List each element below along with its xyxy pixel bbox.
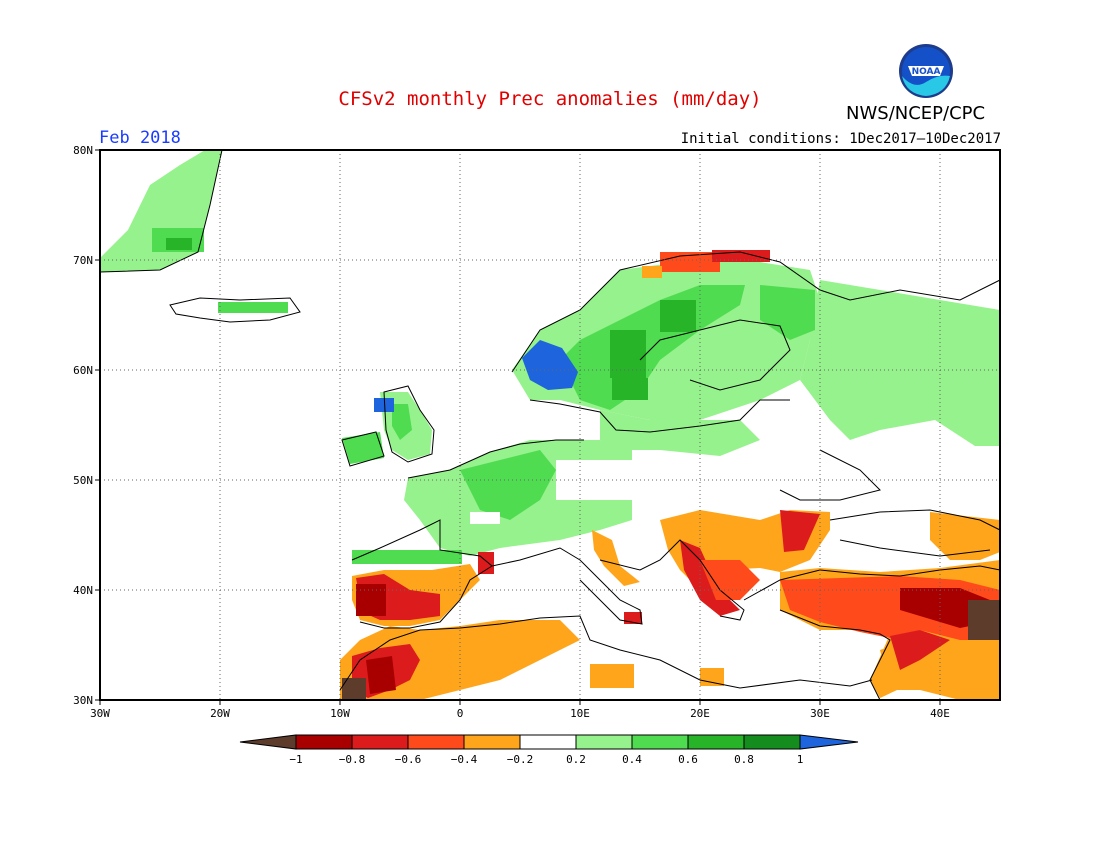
colorbar-label-1: −0.8: [339, 753, 366, 766]
lon-label-30e: 30E: [810, 707, 830, 720]
logo-text: NOAA: [912, 67, 941, 77]
colorbar-swatch-7: [631, 734, 689, 750]
lat-label-60n: 60N: [73, 364, 93, 377]
colorbar-label-0: −1: [289, 753, 302, 766]
lon-label-10e: 10E: [570, 707, 590, 720]
lat-label-80n: 80N: [73, 144, 93, 157]
colorbar-label-3: −0.4: [451, 753, 478, 766]
colorbar-swatch-0: [239, 734, 297, 750]
initial-conditions: Initial conditions: 1Dec2017–10Dec2017: [680, 131, 1001, 147]
forecast-period: Feb 2018: [99, 128, 181, 148]
lon-label-0: 0: [457, 707, 464, 720]
lon-label-40e: 40E: [930, 707, 950, 720]
colorbar-label-7: 0.6: [678, 753, 698, 766]
colorbar-label-4: −0.2: [507, 753, 534, 766]
map-frame: [99, 149, 1001, 701]
colorbar-swatch-2: [351, 734, 409, 750]
colorbar-label-9: 1: [797, 753, 804, 766]
lat-label-70n: 70N: [73, 254, 93, 267]
colorbar-swatch-4: [463, 734, 521, 750]
colorbar-swatch-1: [295, 734, 353, 750]
colorbar-label-5: 0.2: [566, 753, 586, 766]
colorbar-swatch-9: [743, 734, 801, 750]
colorbar-swatch-8: [687, 734, 745, 750]
coastline-layer: [99, 149, 1001, 701]
lon-label-20e: 20E: [690, 707, 710, 720]
colorbar-swatch-6: [575, 734, 633, 750]
colorbar-label-6: 0.4: [622, 753, 642, 766]
colorbar-label-2: −0.6: [395, 753, 422, 766]
colorbar-swatch-3: [407, 734, 465, 750]
lon-label-10w: 10W: [330, 707, 350, 720]
map-title: CFSv2 monthly Prec anomalies (mm/day): [338, 88, 762, 110]
color-bar: [239, 734, 859, 750]
lat-label-50n: 50N: [73, 474, 93, 487]
axis-ticks: [95, 149, 941, 705]
noaa-logo-icon: NOAA: [899, 44, 953, 98]
lat-label-30n: 30N: [73, 694, 93, 707]
lon-label-30w: 30W: [90, 707, 110, 720]
colorbar-swatch-10: [799, 734, 859, 750]
colorbar-swatch-5: [519, 734, 577, 750]
lon-label-20w: 20W: [210, 707, 230, 720]
lat-label-40n: 40N: [73, 584, 93, 597]
colorbar-label-8: 0.8: [734, 753, 754, 766]
agency-label: NWS/NCEP/CPC: [846, 103, 986, 124]
